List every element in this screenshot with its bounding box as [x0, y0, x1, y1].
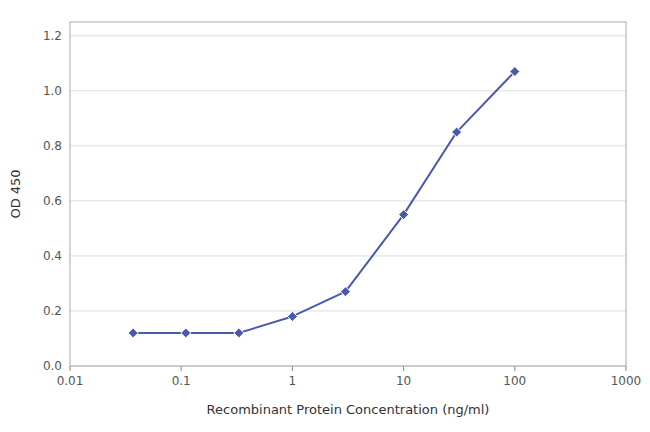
y-tick-label: 0.2 — [43, 304, 62, 318]
x-tick-label: 1000 — [611, 374, 642, 388]
plot-frame — [70, 22, 626, 366]
grid-line — [70, 255, 626, 256]
marker — [452, 127, 462, 137]
x-tick — [514, 366, 515, 371]
x-tick-label: 1 — [289, 374, 297, 388]
y-tick-label: 1.0 — [43, 84, 62, 98]
x-tick — [626, 366, 627, 371]
grid-line — [70, 90, 626, 91]
x-tick — [181, 366, 182, 371]
y-tick-label: 0.0 — [43, 359, 62, 373]
marker — [181, 328, 191, 338]
grid — [70, 36, 626, 366]
x-tick-label: 10 — [396, 374, 411, 388]
marker — [510, 67, 520, 77]
y-tick-label: 0.8 — [43, 139, 62, 153]
y-axis-label: OD 450 — [8, 169, 23, 218]
grid-line — [70, 310, 626, 311]
marker — [287, 311, 297, 321]
x-tick — [292, 366, 293, 371]
chart: 0.0 0.2 0.4 0.6 0.8 1.0 1.2 0.01 0.1 1 10 100 1000 Re… — [0, 0, 650, 432]
grid-line — [70, 200, 626, 201]
grid-line — [70, 35, 626, 36]
x-tick — [403, 366, 404, 371]
marker — [340, 287, 350, 297]
x-tick — [70, 366, 71, 371]
y-tick-label: 0.6 — [43, 194, 62, 208]
marker — [399, 210, 409, 220]
axes: 0.0 0.2 0.4 0.6 0.8 1.0 1.2 0.01 0.1 1 10 100 1000 Re… — [8, 22, 641, 417]
x-tick-label: 100 — [503, 374, 526, 388]
x-tick-label: 0.01 — [57, 374, 84, 388]
y-tick-label: 1.2 — [43, 29, 62, 43]
x-axis-label: Recombinant Protein Concentration (ng/ml… — [207, 402, 490, 417]
grid-line — [70, 145, 626, 146]
marker — [128, 328, 138, 338]
marker — [234, 328, 244, 338]
line — [133, 72, 515, 333]
y-tick-label: 0.4 — [43, 249, 62, 263]
x-tick-label: 0.1 — [172, 374, 191, 388]
series — [128, 67, 520, 338]
